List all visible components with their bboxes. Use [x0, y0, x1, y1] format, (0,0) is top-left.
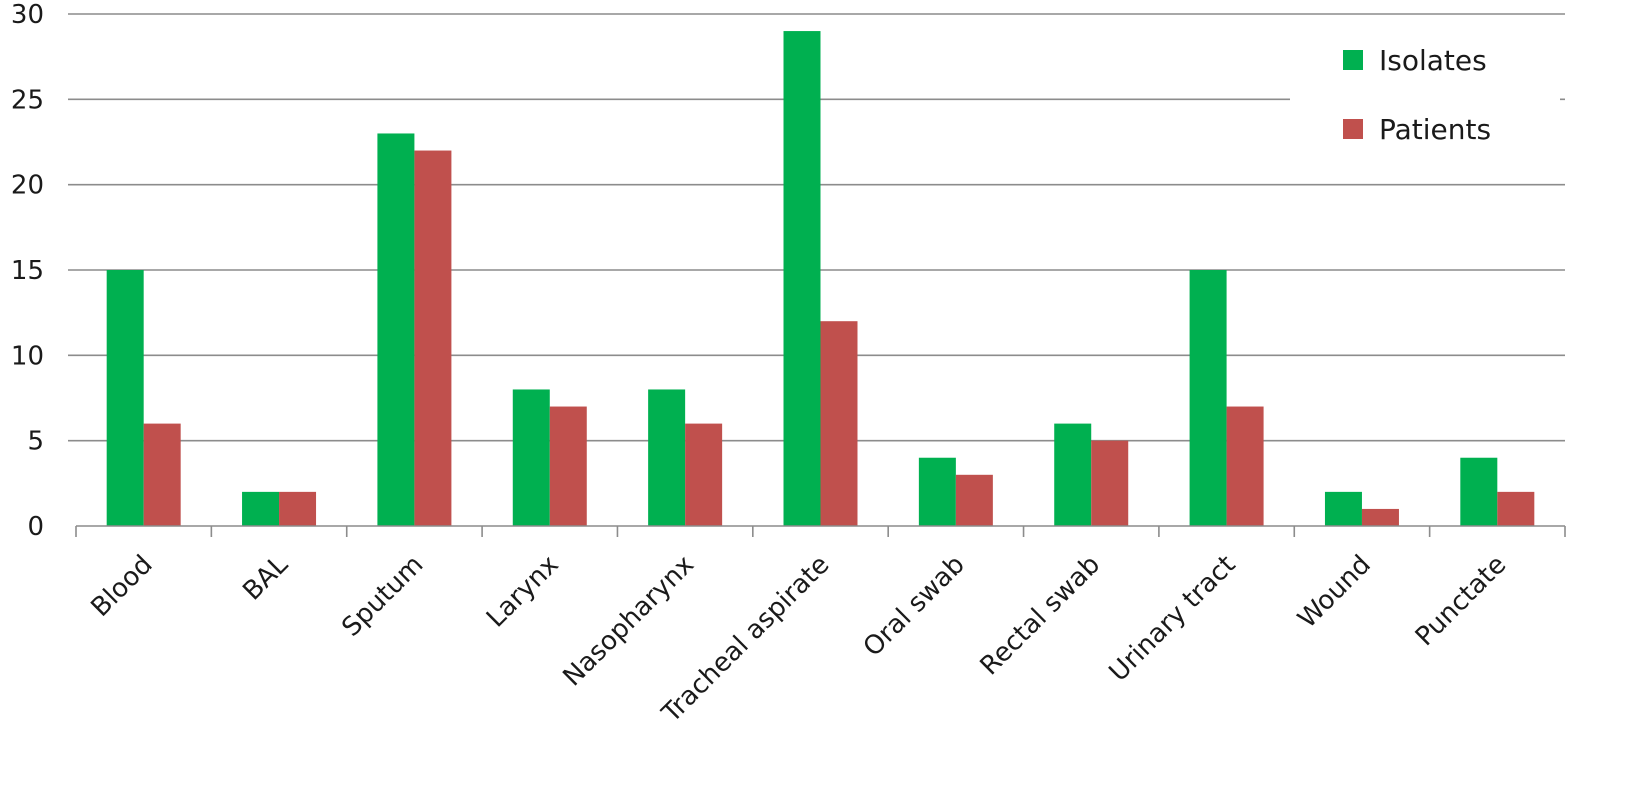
x-axis: [75, 525, 1566, 537]
x-tick-label: Punctate: [1410, 550, 1512, 652]
bar-patients-larynx: [549, 406, 587, 526]
bar-patients-nasopharynx: [685, 423, 723, 526]
y-tick-label: 30: [11, 0, 44, 30]
legend-label-isolates: Isolates: [1379, 44, 1487, 77]
bars: [106, 31, 1535, 527]
bar-isolates-bal: [242, 491, 280, 526]
bar-patients-blood: [143, 423, 181, 526]
bar-isolates-blood: [106, 270, 144, 526]
legend-swatch-isolates: [1343, 50, 1363, 70]
bar-patients-bal: [279, 491, 317, 526]
y-axis-ticks: 0 5 10 15 20 25 30: [11, 0, 44, 542]
bar-isolates-wound: [1324, 491, 1362, 526]
bar-isolates-sputum: [377, 133, 415, 526]
bar-isolates-rectal-swab: [1054, 423, 1092, 526]
bar-isolates-nasopharynx: [648, 389, 686, 526]
y-tick-label: 5: [27, 427, 44, 457]
bar-patients-wound: [1361, 508, 1399, 526]
bar-patients-punctate: [1497, 491, 1535, 526]
x-tick-label: Wound: [1292, 550, 1377, 635]
legend-label-patients: Patients: [1379, 113, 1491, 146]
x-tick-label: Sputum: [336, 550, 429, 643]
x-tick-label: Nasopharynx: [557, 550, 700, 693]
x-tick-label: Larynx: [481, 550, 565, 634]
bar-patients-tracheal-aspirate: [820, 321, 858, 526]
y-tick-label: 0: [27, 512, 44, 542]
legend-swatch-patients: [1343, 119, 1363, 139]
x-tick-label: Oral swab: [858, 550, 971, 663]
legend: Isolates Patients: [1290, 28, 1560, 178]
bar-isolates-urinary-tract: [1189, 270, 1227, 526]
bar-isolates-tracheal-aspirate: [783, 31, 821, 527]
y-tick-label: 10: [11, 341, 44, 371]
bar-patients-sputum: [414, 150, 452, 527]
x-tick-label: Blood: [86, 550, 159, 623]
bar-patients-oral-swab: [955, 474, 993, 526]
bar-patients-urinary-tract: [1226, 406, 1264, 526]
y-tick-label: 25: [11, 85, 44, 115]
x-axis-labels: Blood BAL Sputum LarynxNasopharynxTracheal …: [86, 549, 1513, 729]
x-tick-label: BAL: [237, 549, 294, 606]
bar-isolates-punctate: [1460, 457, 1498, 526]
legend-bg: [1290, 28, 1560, 178]
y-tick-label: 20: [11, 171, 44, 201]
bar-isolates-oral-swab: [918, 457, 956, 526]
y-tick-label: 15: [11, 256, 44, 286]
bar-isolates-larynx: [512, 389, 550, 526]
x-tick-label: Rectal swab: [975, 550, 1107, 682]
bar-patients-rectal-swab: [1091, 440, 1129, 526]
x-tick-label: Urinary tract: [1104, 550, 1242, 688]
